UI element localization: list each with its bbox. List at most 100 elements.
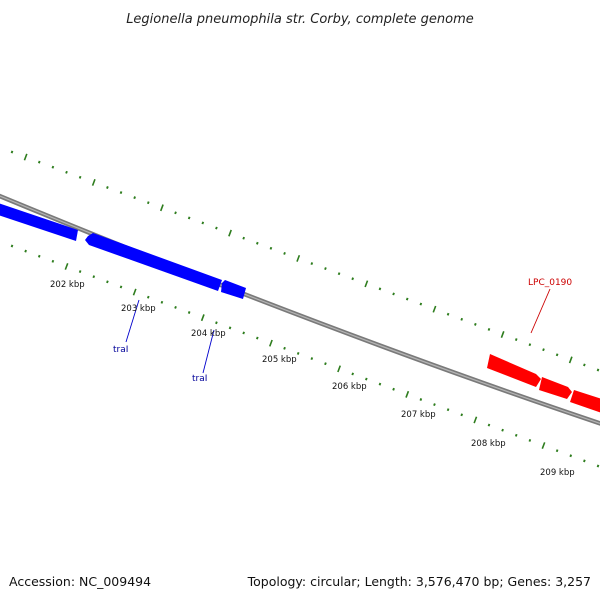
gene-arrow-forward[interactable] <box>539 377 572 399</box>
minor-tick <box>501 428 504 432</box>
minor-tick <box>146 295 150 299</box>
major-tick <box>500 331 505 338</box>
kbp-label: 209 kbp <box>540 468 575 478</box>
upper-tick-track <box>10 150 600 372</box>
forward-strand-genes <box>487 354 600 413</box>
minor-tick <box>446 408 450 412</box>
minor-tick <box>351 277 355 281</box>
summary-text: Topology: circular; Length: 3,576,470 bp… <box>247 574 591 589</box>
minor-tick <box>296 351 300 355</box>
minor-tick <box>487 423 491 427</box>
minor-tick <box>555 353 559 357</box>
major-tick <box>200 314 205 322</box>
gene-label-trai-2[interactable]: traI <box>192 374 207 384</box>
map-title: Legionella pneumophila str. Corby, compl… <box>126 12 474 27</box>
minor-tick <box>255 336 259 340</box>
minor-tick <box>119 191 123 195</box>
major-tick <box>473 416 478 424</box>
scale-labels: 202 kbp 203 kbp 204 kbp 205 kbp 206 kbp … <box>50 280 575 478</box>
gene-label-trai-1[interactable]: traI <box>113 345 128 355</box>
minor-tick <box>187 216 191 220</box>
minor-tick <box>460 413 464 417</box>
major-tick <box>364 280 369 288</box>
minor-tick <box>528 343 532 347</box>
minor-tick <box>596 464 600 468</box>
minor-tick <box>174 305 177 309</box>
minor-tick <box>10 150 14 154</box>
major-tick <box>296 254 301 262</box>
minor-tick <box>596 368 600 372</box>
major-tick <box>132 288 137 296</box>
minor-tick <box>405 297 409 301</box>
kbp-label: 202 kbp <box>50 280 85 290</box>
minor-tick <box>106 280 109 284</box>
minor-tick <box>324 267 327 271</box>
major-tick <box>228 229 232 237</box>
minor-tick <box>433 403 436 407</box>
major-tick <box>541 442 546 449</box>
minor-tick <box>378 287 382 291</box>
minor-tick <box>255 241 259 245</box>
gene-arrow-forward[interactable] <box>487 354 541 387</box>
major-tick <box>432 305 437 313</box>
minor-tick <box>392 387 395 391</box>
gene-label-group: traI traI LPC_0190 <box>113 278 572 384</box>
gene-arrow-reverse[interactable] <box>85 233 222 291</box>
minor-tick <box>37 160 41 164</box>
reverse-strand-genes <box>0 203 246 299</box>
minor-tick <box>583 363 586 367</box>
minor-tick <box>583 459 586 463</box>
gene-label-lpc-0190[interactable]: LPC_0190 <box>528 278 572 288</box>
minor-tick <box>378 382 382 386</box>
kbp-label: 206 kbp <box>332 382 367 392</box>
minor-tick <box>106 186 109 189</box>
minor-tick <box>133 196 136 200</box>
minor-tick <box>569 454 573 458</box>
gene-leader-line <box>125 299 140 343</box>
minor-tick <box>474 322 477 326</box>
minor-tick <box>283 251 286 255</box>
minor-tick <box>310 262 314 265</box>
major-tick <box>568 356 573 364</box>
accession-text: Accession: NC_009494 <box>9 574 151 589</box>
minor-tick <box>310 357 314 361</box>
minor-tick <box>146 201 150 205</box>
gene-arrow-forward[interactable] <box>570 390 600 413</box>
minor-tick <box>419 398 423 401</box>
minor-tick <box>78 175 82 179</box>
kbp-label: 203 kbp <box>121 304 156 314</box>
minor-tick <box>174 211 177 215</box>
major-tick <box>64 263 69 270</box>
minor-tick <box>92 275 96 279</box>
major-tick <box>91 178 96 186</box>
gene-leader-line <box>530 288 551 334</box>
minor-tick <box>37 254 41 258</box>
minor-tick <box>78 270 82 274</box>
minor-tick <box>514 433 518 437</box>
minor-tick <box>337 272 341 276</box>
kbp-label: 205 kbp <box>262 355 297 365</box>
minor-tick <box>215 321 218 325</box>
minor-tick <box>555 449 559 453</box>
minor-tick <box>10 244 14 248</box>
kbp-label: 207 kbp <box>401 410 436 420</box>
minor-tick <box>446 312 450 316</box>
minor-tick <box>51 259 55 263</box>
major-tick <box>159 204 164 212</box>
minor-tick <box>201 221 205 225</box>
major-tick <box>23 153 28 161</box>
gene-arrow-reverse[interactable] <box>0 203 78 241</box>
minor-tick <box>228 326 232 330</box>
minor-tick <box>215 226 218 230</box>
minor-tick <box>365 377 368 381</box>
minor-tick <box>460 317 464 321</box>
minor-tick <box>283 346 286 350</box>
minor-tick <box>487 327 491 331</box>
gene-leader-line <box>202 329 215 374</box>
minor-tick <box>392 292 395 296</box>
minor-tick <box>160 300 164 304</box>
major-tick <box>405 390 410 398</box>
minor-tick <box>187 311 191 314</box>
gene-arrow-reverse[interactable] <box>221 280 246 299</box>
